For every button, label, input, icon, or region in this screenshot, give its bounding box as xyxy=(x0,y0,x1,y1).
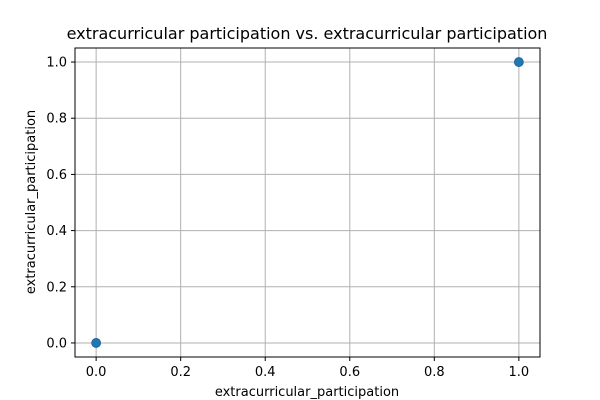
x-tick-label: 1.0 xyxy=(509,365,530,380)
y-tick-label: 0.6 xyxy=(46,168,67,183)
plot-frame xyxy=(74,47,541,358)
x-tick-label: 0.0 xyxy=(86,365,107,380)
grid-layer xyxy=(75,48,540,357)
scatter-point xyxy=(513,57,524,67)
x-tick-label: 0.4 xyxy=(255,365,276,380)
x-tick-label: 0.2 xyxy=(170,365,191,380)
points-layer xyxy=(91,57,524,348)
y-tick-label: 0.4 xyxy=(46,224,67,239)
scatter-point xyxy=(91,338,102,348)
y-tick-label: 0.8 xyxy=(46,112,67,127)
y-tick-label: 1.0 xyxy=(46,56,67,71)
y-tick-label: 0.0 xyxy=(46,336,67,351)
y-axis-label: extracurricular_participation xyxy=(24,110,39,294)
ticks-layer: 0.0 0.2 0.4 0.6 0.8 1.0 0.0 0.2 0.4 0.6 0.8 1.0 xyxy=(46,56,529,380)
y-tick-label: 0.2 xyxy=(46,280,67,295)
chart-title: extracurricular participation vs. extrac… xyxy=(67,24,548,43)
x-tick-label: 0.6 xyxy=(339,365,360,380)
x-axis-label: extracurricular_participation xyxy=(215,385,399,400)
x-tick-label: 0.8 xyxy=(424,365,445,380)
